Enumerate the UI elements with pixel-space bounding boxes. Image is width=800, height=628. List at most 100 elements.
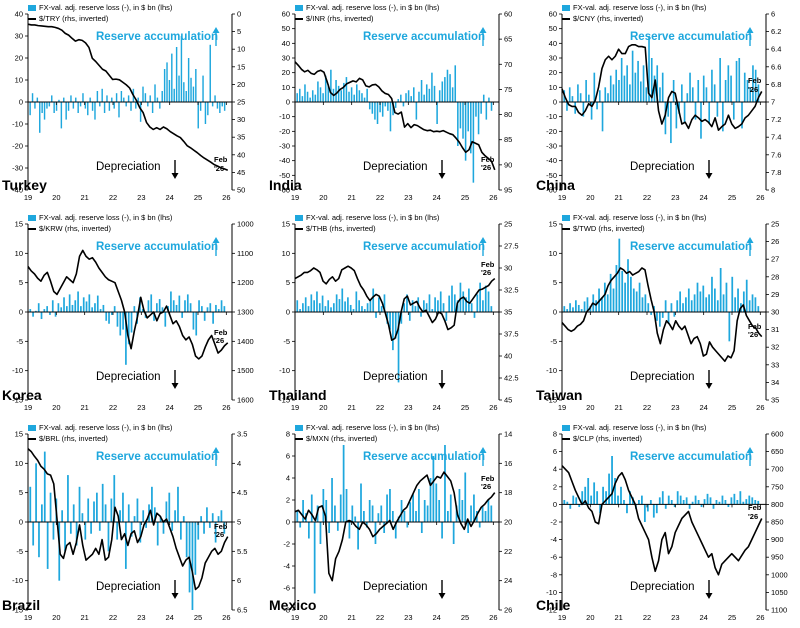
- reserve-bar: [713, 84, 716, 102]
- reserve-bar: [192, 86, 195, 102]
- reserve-bar: [46, 522, 49, 569]
- reserve-bar: [200, 516, 203, 522]
- reserve-bar: [357, 522, 359, 550]
- lhs-tick-label: 4: [286, 474, 290, 483]
- reserve-bar: [77, 291, 79, 312]
- latest-date-label: Feb '26: [214, 327, 228, 346]
- reserve-bar: [593, 482, 596, 505]
- reserve-bar: [166, 62, 168, 102]
- reserve-bar: [223, 522, 226, 534]
- reserve-bar: [691, 87, 694, 102]
- reserve-bar: [175, 304, 178, 312]
- reserve-bar: [39, 102, 41, 133]
- lhs-tick-label: -40: [12, 186, 23, 195]
- lhs-tick-label: 0: [19, 518, 23, 527]
- chart-title: China: [536, 177, 575, 193]
- depreciation-label: Depreciation: [363, 581, 428, 593]
- legend-line-swatch: [28, 437, 36, 440]
- rhs-tick-label: 15: [237, 62, 245, 71]
- lhs-tick-label: -20: [546, 127, 557, 136]
- reserve-bar: [306, 91, 309, 102]
- reserve-bar: [61, 510, 64, 522]
- reserve-bar: [475, 102, 477, 117]
- legend-line-label: $/THB (rhs, inverted): [306, 224, 376, 233]
- lhs-tick-label: -10: [546, 112, 557, 121]
- reserve-bar: [29, 102, 31, 116]
- reserve-bar: [79, 102, 82, 107]
- reserve-bar: [384, 102, 387, 107]
- x-tick-label: 22: [109, 613, 117, 622]
- reserve-bar: [223, 306, 226, 312]
- rhs-tick-label: 1100: [771, 606, 787, 615]
- reserve-bar: [65, 102, 67, 120]
- reserve-bar: [724, 500, 727, 505]
- reserve-accumulation-label: Reserve accumulation: [630, 241, 753, 253]
- reserve-bar: [127, 504, 130, 522]
- rhs-tick-label: 6.6: [771, 62, 781, 71]
- reserve-bar: [428, 88, 431, 102]
- reserve-bar: [70, 95, 72, 102]
- rhs-tick-label: 3.5: [237, 430, 247, 439]
- lhs-tick-label: 0: [286, 98, 290, 107]
- reserve-bar: [444, 445, 446, 522]
- reserve-bar: [206, 307, 209, 312]
- reserve-bar: [629, 491, 631, 505]
- x-tick-label: 23: [137, 403, 145, 412]
- lhs-tick-label: 5: [553, 278, 557, 287]
- reserve-bar: [618, 238, 621, 312]
- chart-svg: 15 10 5 0 -5 -10 -15 25 27.5 30 32.5 35 37.5 40 42.5 45…: [279, 220, 518, 413]
- legend-line-entry: $/INR (rhs, inverted): [295, 15, 374, 23]
- lhs-tick-label: 5: [19, 488, 23, 497]
- reserve-bar: [708, 294, 710, 312]
- reserve-bar: [649, 500, 652, 505]
- lhs-tick-label: 60: [549, 10, 557, 19]
- x-tick-label: 26: [756, 193, 764, 202]
- lhs-tick-label: 10: [15, 459, 23, 468]
- reserve-bar: [620, 58, 623, 102]
- x-tick-label: 24: [165, 193, 173, 202]
- reserve-bar: [43, 102, 46, 120]
- reserve-bar: [630, 276, 632, 312]
- reserve-bar: [599, 504, 602, 514]
- reserve-bar: [355, 291, 358, 312]
- down-arrow-icon: [705, 370, 713, 389]
- reserve-bar: [590, 495, 593, 505]
- reserve-bar: [644, 294, 647, 312]
- reserve-bar: [186, 294, 189, 312]
- lhs-tick-label: 2: [553, 482, 557, 491]
- reserve-bar: [727, 504, 730, 508]
- x-tick-label: 24: [699, 403, 707, 412]
- rhs-tick-label: 85: [504, 135, 512, 144]
- reserve-bar: [403, 303, 405, 312]
- fx-rate-line: [294, 471, 496, 582]
- reserve-bar: [488, 97, 490, 102]
- reserve-bar: [745, 499, 748, 505]
- reserve-bar: [581, 491, 584, 505]
- legend-bar-label: FX-val. adj. reserve loss (-), in $ bn (…: [39, 3, 173, 12]
- x-tick-label: 19: [24, 193, 32, 202]
- reserve-bar: [366, 88, 368, 102]
- reserve-bar: [407, 90, 410, 102]
- reserve-bar: [314, 94, 317, 102]
- reserve-bar: [582, 102, 585, 117]
- reserve-bar: [99, 309, 102, 312]
- reserve-bar: [336, 522, 339, 531]
- reserve-bar: [162, 522, 165, 534]
- reserve-bar: [473, 312, 476, 318]
- reserve-bar: [605, 491, 607, 505]
- reserve-bar: [617, 495, 619, 505]
- reserve-bar: [46, 102, 48, 109]
- reserve-bar: [360, 483, 362, 522]
- x-tick-label: 19: [291, 613, 299, 622]
- reserve-bar: [72, 504, 75, 522]
- up-arrow-icon: [479, 447, 487, 466]
- reserve-bar: [368, 102, 371, 110]
- rhs-tick-label: 6.4: [771, 45, 781, 54]
- x-tick-label: 22: [376, 193, 384, 202]
- lhs-tick-label: 50: [549, 24, 557, 33]
- reserve-bar: [389, 312, 391, 330]
- rhs-tick-label: 7.6: [771, 150, 781, 159]
- reserve-bar: [601, 297, 603, 312]
- reserve-bar: [585, 80, 587, 102]
- reserve-bar: [299, 88, 301, 102]
